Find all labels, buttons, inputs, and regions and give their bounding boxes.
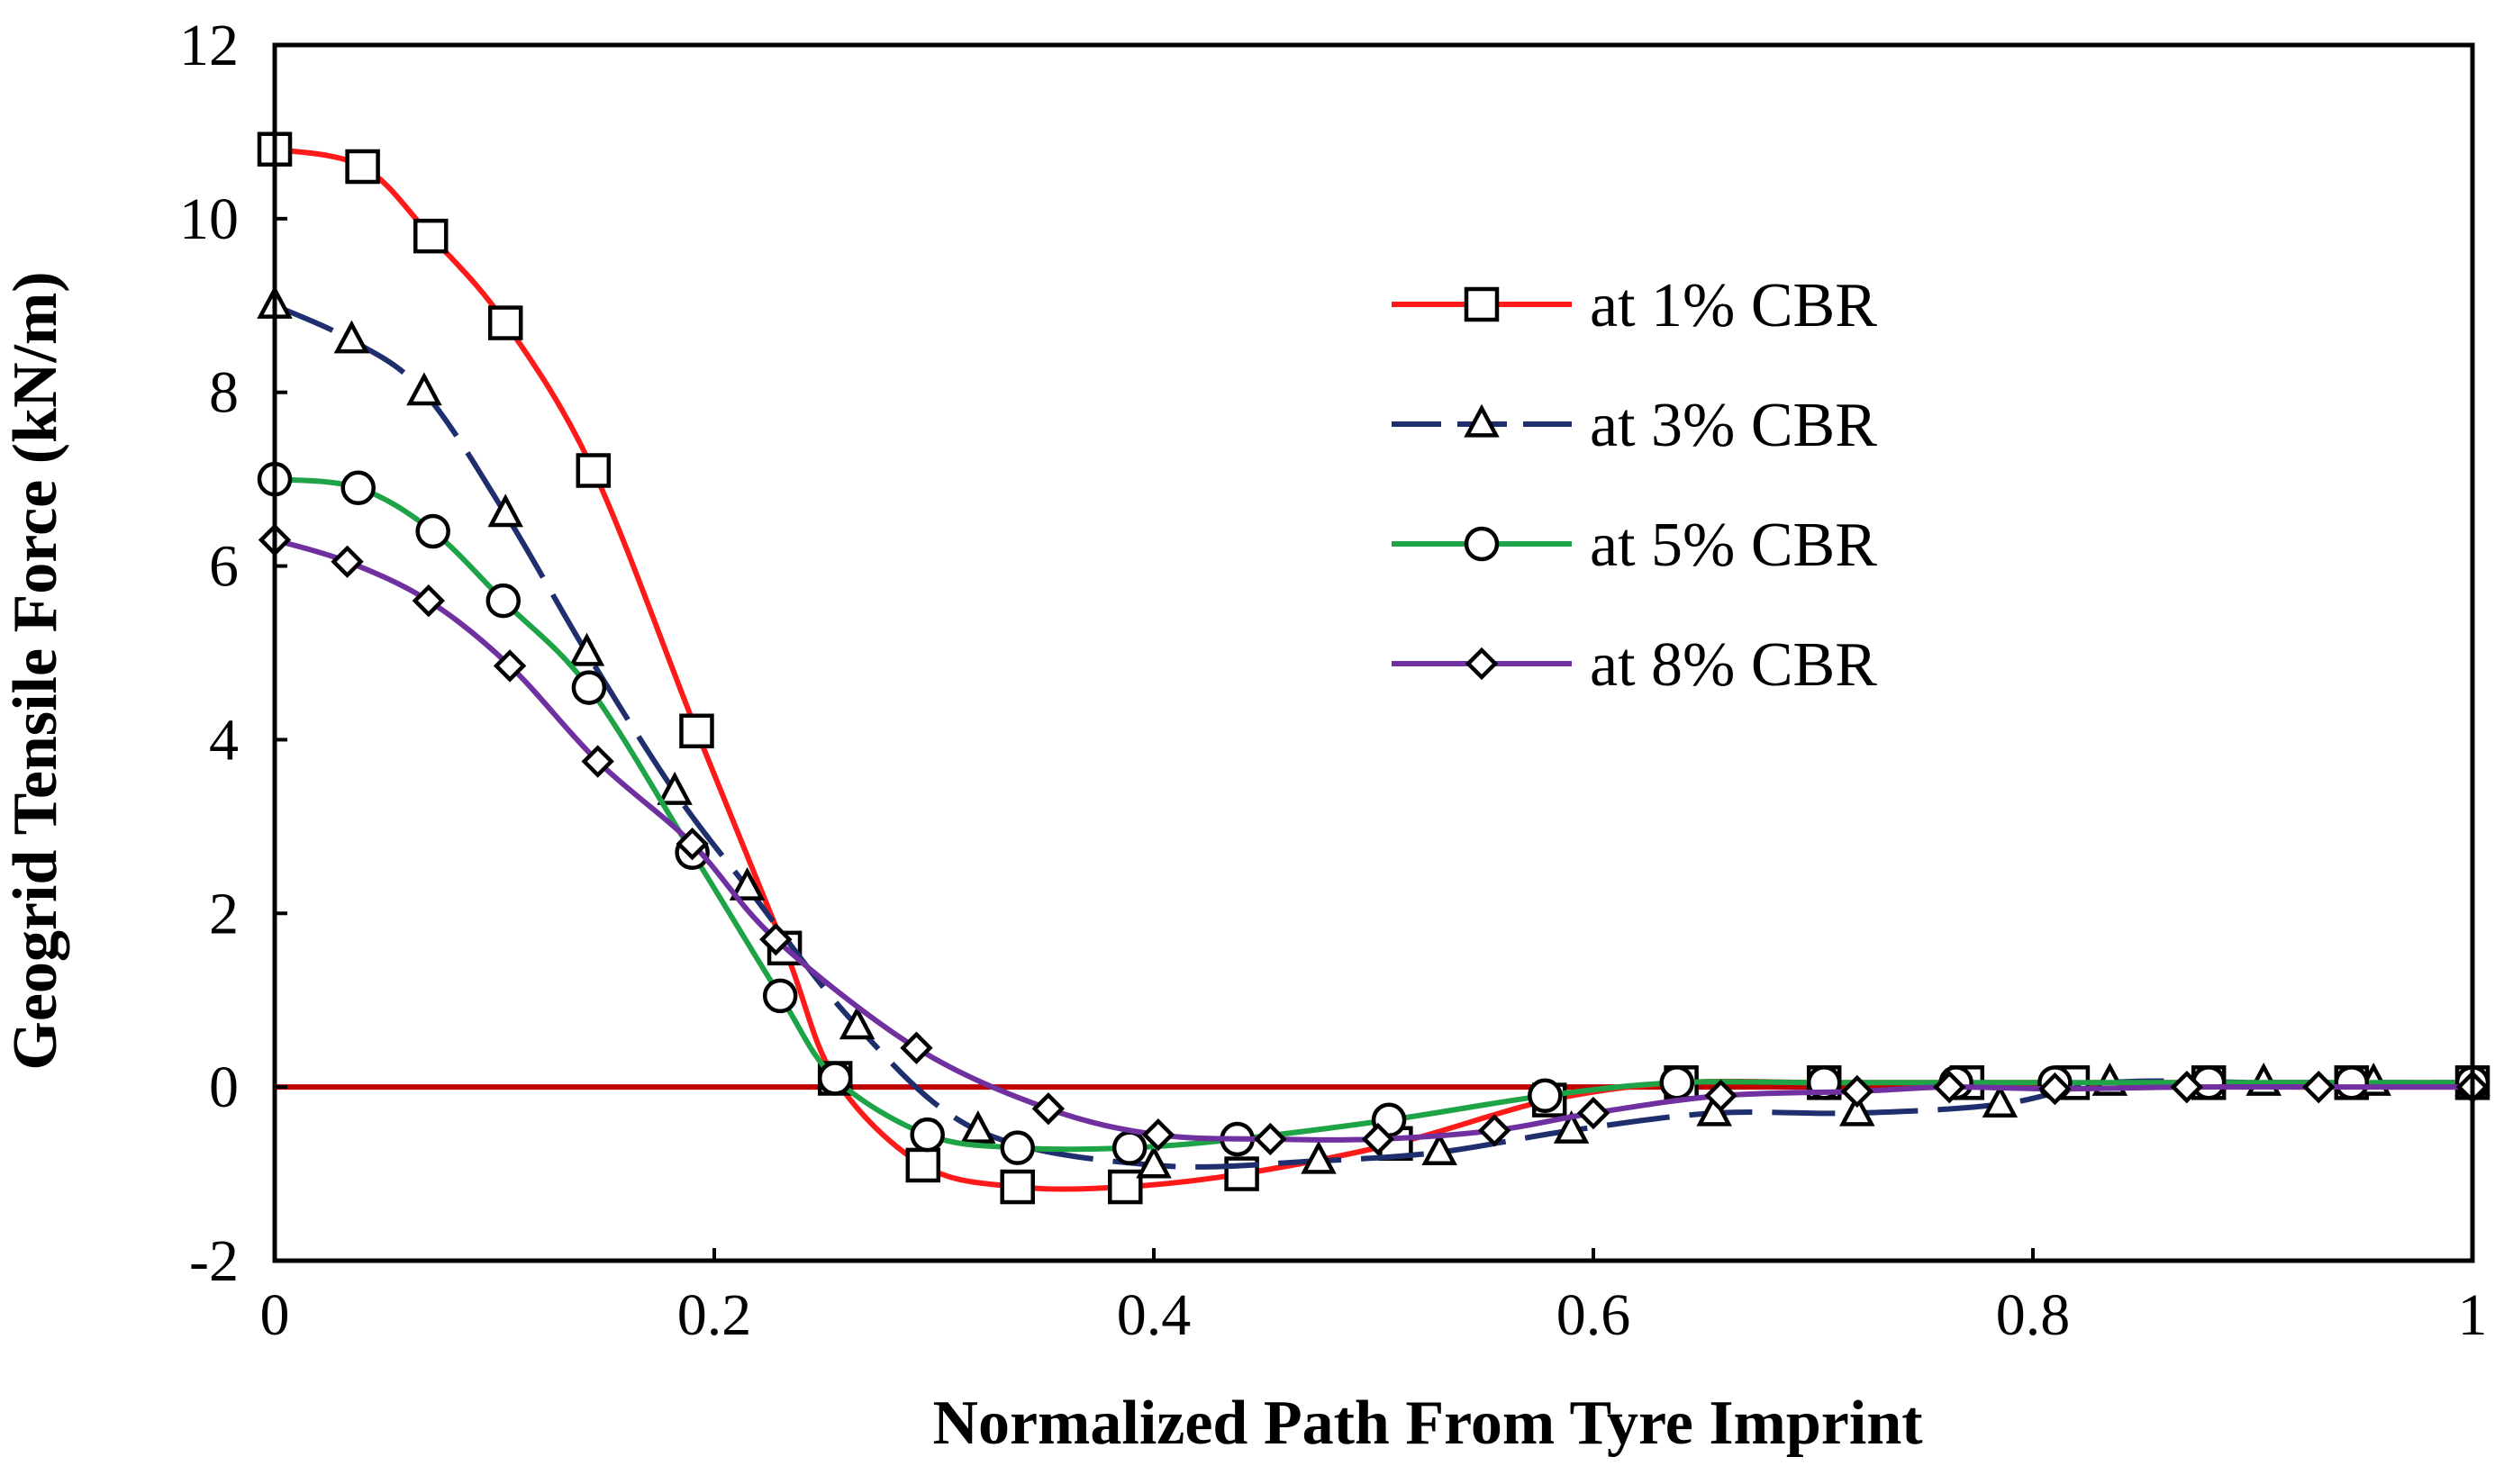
y-tick-label: 4 (209, 707, 239, 773)
data-point-square (1108, 1169, 1143, 1205)
data-point-diamond (1933, 1070, 1966, 1104)
legend-item: at 5% CBR (1392, 511, 1877, 580)
data-point-diamond (331, 545, 364, 578)
series-line-circle (274, 476, 2472, 1153)
legend: at 1% CBR at 3% CBR at 5% CBR at 8% CBR (1392, 271, 1877, 700)
data-point-diamond (2170, 1070, 2203, 1104)
data-point-circle (762, 978, 798, 1014)
data-point-diamond (1840, 1074, 1873, 1108)
legend-label: at 1% CBR (1590, 271, 1877, 340)
data-point-diamond (1704, 1079, 1737, 1112)
data-point-diamond (1361, 1122, 1395, 1156)
legend-item: at 8% CBR (1392, 630, 1877, 700)
data-point-square (576, 453, 612, 488)
data-point-circle (1528, 1078, 1563, 1114)
data-point-circle (910, 1117, 945, 1153)
y-tick-label: 0 (209, 1054, 239, 1120)
data-point-circle (2334, 1065, 2370, 1100)
x-tick-label: 0.8 (1996, 1282, 2071, 1348)
data-point-diamond (581, 745, 614, 778)
data-point-triangle (568, 632, 605, 666)
data-point-triangle (657, 771, 693, 805)
data-point-diamond (1478, 1114, 1511, 1147)
data-point-triangle (839, 1006, 875, 1040)
legend-marker-diamond (1465, 647, 1499, 681)
data-point-square (679, 713, 714, 749)
data-point-diamond (676, 827, 709, 861)
data-point-diamond (1141, 1118, 1175, 1152)
x-tick-label: 0.6 (1556, 1282, 1631, 1348)
legend-label: at 5% CBR (1590, 511, 1877, 580)
data-point-circle (817, 1061, 853, 1096)
y-tick-label: 10 (179, 186, 239, 252)
y-tick-label: -2 (189, 1228, 239, 1294)
legend-item: at 1% CBR (1392, 271, 1877, 340)
tick-layer: 0 0.2 0.4 0.6 0.8 1 -2 0 2 4 6 8 10 12 (179, 13, 2488, 1348)
data-point-triangle (1839, 1092, 1875, 1127)
data-point-circle (485, 583, 522, 619)
legend-marker-circle (1464, 526, 1500, 562)
data-point-triangle (1136, 1145, 1172, 1179)
legend-item: at 3% CBR (1392, 391, 1877, 460)
legend-marker-triangle (1464, 403, 1500, 438)
y-tick-label: 6 (209, 534, 239, 600)
data-point-triangle (960, 1109, 996, 1144)
data-point-diamond (900, 1031, 933, 1064)
data-point-square (487, 305, 523, 340)
data-point-triangle (333, 320, 370, 354)
data-point-triangle (729, 866, 766, 900)
data-point-diamond (1576, 1096, 1610, 1130)
y-axis-title: Geogrid Tensile Force (kN/m) (1, 271, 70, 1070)
y-tick-label: 2 (209, 881, 239, 946)
series-diamond (258, 523, 2490, 1156)
data-point-square (413, 218, 449, 254)
data-point-circle (1000, 1130, 1035, 1165)
x-tick-label: 0.4 (1117, 1282, 1192, 1348)
legend-label: at 8% CBR (1590, 630, 1877, 700)
data-point-triangle (1982, 1084, 2019, 1118)
data-point-triangle (487, 493, 523, 528)
data-point-circle (415, 513, 450, 549)
data-point-square (1000, 1169, 1035, 1205)
x-tick-label: 0.2 (677, 1282, 752, 1348)
x-axis-title: Normalized Path From Tyre Imprint (932, 1389, 1922, 1458)
data-point-diamond (1254, 1122, 1287, 1156)
legend-marker-square (1464, 286, 1500, 322)
data-point-triangle (1421, 1132, 1457, 1166)
y-tick-label: 8 (209, 360, 239, 426)
data-point-triangle (1553, 1109, 1590, 1144)
data-point-square (345, 149, 380, 185)
data-point-circle (1111, 1130, 1148, 1165)
data-point-triangle (1301, 1140, 1337, 1174)
data-point-triangle (406, 372, 442, 406)
data-point-diamond (412, 584, 445, 618)
data-point-diamond (759, 923, 793, 956)
data-point-diamond (1031, 1092, 1066, 1126)
x-tick-label: 0 (260, 1282, 290, 1348)
data-point-square (905, 1147, 941, 1183)
legend-label: at 3% CBR (1590, 391, 1877, 460)
data-point-diamond (493, 649, 527, 683)
plot-area-frame (272, 42, 2475, 1263)
data-point-diamond (2302, 1070, 2336, 1104)
data-point-circle (1659, 1065, 1694, 1100)
data-point-circle (571, 670, 607, 705)
x-tick-label: 1 (2458, 1282, 2488, 1348)
data-point-circle (340, 470, 376, 506)
data-point-diamond (2038, 1072, 2072, 1106)
y-tick-label: 12 (179, 13, 239, 78)
